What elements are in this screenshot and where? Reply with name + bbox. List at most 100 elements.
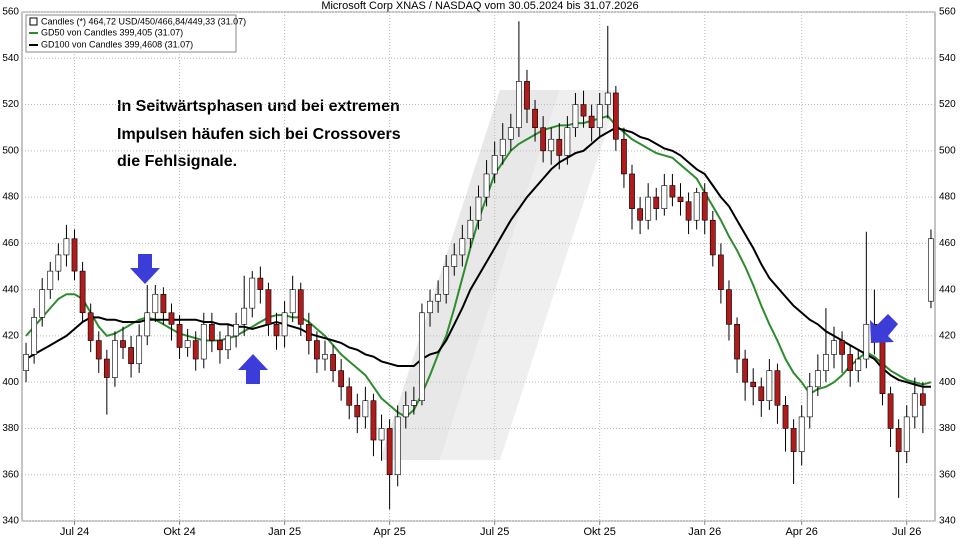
y-tick-label: 380 (939, 423, 956, 434)
candle-body (669, 185, 676, 198)
candle-body (774, 370, 781, 406)
candle-body (823, 354, 829, 371)
candle-body (394, 416, 401, 476)
candle-body (572, 104, 579, 128)
x-tick-label: Jul 24 (60, 526, 89, 538)
candle-body (39, 289, 46, 318)
annotation: Impulsen häufen sich bei Crossovers (117, 126, 401, 143)
candle-body (378, 428, 385, 441)
y-tick-label: 440 (939, 284, 956, 295)
candle-body (451, 254, 458, 267)
x-tick-label: Apr 26 (785, 526, 817, 538)
candle-body (556, 138, 563, 156)
candle-body (734, 324, 740, 360)
legend-swatch (29, 17, 38, 26)
candle-body (410, 400, 417, 406)
y-tick-label: 560 (939, 7, 956, 18)
candle-body (427, 300, 433, 314)
y-tick-label: 440 (2, 284, 19, 295)
candle-body (354, 405, 361, 418)
candle-body (31, 317, 38, 355)
candle-body (645, 196, 652, 221)
candle-body (709, 219, 716, 256)
candle-body (887, 393, 894, 429)
y-tick-label: 380 (2, 423, 19, 434)
candle-body (362, 400, 369, 418)
candle-body (386, 428, 393, 476)
candle-body (831, 340, 837, 355)
y-tick-label: 540 (939, 53, 956, 64)
x-tick-label: Jul 25 (480, 526, 509, 538)
candle-body (289, 289, 296, 314)
candle-body (443, 266, 450, 295)
candle-body (87, 312, 94, 341)
candle-body (790, 428, 797, 452)
y-tick-label: 400 (939, 377, 956, 388)
annotation: In Seitwärtsphasen und bei extremen (117, 98, 400, 115)
candle-body (217, 340, 223, 351)
candle-body (71, 238, 78, 272)
candle-body (903, 416, 910, 452)
y-tick-label: 540 (2, 53, 19, 64)
candle-body (273, 324, 280, 337)
y-tick-label: 340 (939, 516, 956, 527)
candle-body (580, 104, 587, 117)
candle-body (330, 354, 336, 371)
candle-body (782, 405, 789, 429)
candle-body (160, 293, 167, 314)
x-tick-label: Okt 24 (163, 526, 195, 538)
candle-body (79, 270, 86, 314)
candle-body (718, 254, 724, 290)
candle-body (402, 405, 409, 418)
chart-title: Microsoft Corp XNAS / NASDAQ vom 30.05.2… (321, 0, 638, 12)
candle-body (701, 192, 708, 221)
candle-body (742, 358, 749, 383)
candle-body (766, 370, 773, 401)
candle-body (604, 92, 611, 105)
candle-body (241, 307, 248, 325)
x-tick-label: Apr 25 (373, 526, 405, 538)
candle-body (758, 386, 765, 401)
candle-body (95, 340, 102, 360)
candle-body (419, 312, 425, 401)
candle-body (338, 370, 345, 388)
x-tick-label: Jan 25 (268, 526, 301, 538)
y-tick-label: 500 (939, 145, 956, 156)
y-tick-label: 560 (2, 7, 19, 18)
candle-body (507, 127, 514, 140)
candle-body (548, 138, 555, 152)
y-tick-label: 480 (939, 192, 956, 203)
candle-body (346, 386, 353, 406)
candle-body (297, 289, 304, 325)
candle-body (459, 238, 466, 256)
candle-body (152, 293, 159, 314)
candle-body (467, 219, 474, 240)
watermark (380, 90, 620, 460)
candle-body (47, 270, 54, 290)
candle-body (265, 289, 272, 325)
candle-body (192, 340, 199, 360)
candle-body (911, 393, 918, 418)
candle-body (540, 127, 547, 152)
candle-body (208, 324, 215, 341)
y-tick-label: 460 (2, 238, 19, 249)
candle-body (661, 185, 668, 209)
legend-box (25, 14, 237, 53)
candle-body (750, 381, 757, 388)
candle-body (855, 358, 862, 371)
candle-body (483, 173, 490, 198)
candle-body (281, 312, 288, 337)
arrow-diagonal (870, 314, 898, 343)
x-tick-label: Jul 26 (892, 526, 921, 538)
candle-body (532, 108, 538, 128)
candle-body (524, 81, 530, 110)
candle-body (629, 173, 635, 209)
candle-body (726, 289, 732, 325)
y-tick-label: 360 (939, 469, 956, 480)
legend-label: GD100 von Candles 399,4608 (31.07) (41, 39, 193, 49)
candle-body (814, 370, 821, 388)
candle-body (63, 238, 70, 256)
y-tick-label: 480 (2, 192, 19, 203)
candle-body (895, 428, 902, 452)
